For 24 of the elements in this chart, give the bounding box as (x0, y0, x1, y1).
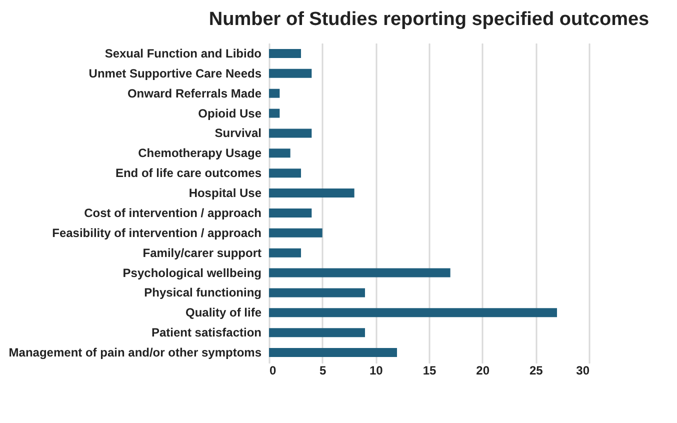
y-tick-label: Physical functioning (144, 286, 262, 300)
y-tick-label: End of life care outcomes (115, 166, 262, 180)
y-tick-label: Opioid Use (198, 106, 262, 120)
y-tick-label: Patient satisfaction (151, 326, 262, 340)
y-tick-label: Onward Referrals Made (127, 86, 262, 100)
y-tick-label: Feasibility of intervention / approach (52, 226, 262, 240)
y-tick-label: Family/carer support (142, 246, 262, 260)
y-tick-label: Survival (214, 126, 262, 140)
chart-title: Number of Studies reporting specified outcomes (208, 9, 650, 30)
x-tick-label: 5 (319, 364, 326, 378)
x-tick-label: 20 (476, 364, 490, 378)
x-tick-label: 30 (576, 364, 590, 378)
y-tick-label: Quality of life (185, 306, 262, 320)
x-tick-label: 25 (529, 364, 544, 378)
x-tick-label: 10 (369, 364, 384, 378)
x-tick-label: 15 (422, 364, 436, 378)
y-tick-label: Chemotherapy Usage (138, 146, 262, 160)
y-tick-label: Sexual Function and Libido (104, 46, 262, 60)
y-tick-label: Cost of intervention / approach (84, 206, 262, 220)
y-tick-label: Management of pain and/or other symptoms (8, 346, 262, 360)
y-tick-label: Hospital Use (188, 186, 262, 200)
y-tick-label: Unmet Supportive Care Needs (88, 66, 262, 80)
x-tick-label: 0 (270, 364, 276, 378)
y-tick-label: Psychological wellbeing (122, 266, 262, 280)
